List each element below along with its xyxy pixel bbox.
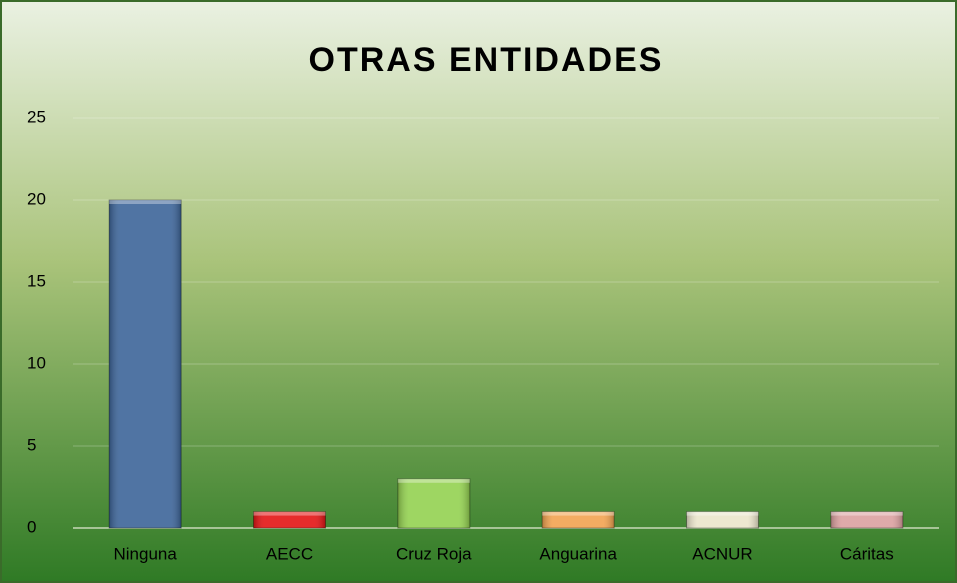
x-tick-label: Ninguna — [114, 544, 178, 563]
bar-top — [686, 511, 759, 516]
y-tick-label: 25 — [27, 107, 46, 126]
bar-shine — [830, 511, 903, 528]
bar-shine — [109, 200, 182, 528]
bar-top — [830, 511, 903, 516]
x-tick-label: ACNUR — [692, 544, 752, 563]
bar-top — [397, 478, 470, 483]
y-tick-label: 0 — [27, 517, 36, 536]
bar-shine — [542, 511, 615, 528]
x-tick-label: AECC — [266, 544, 313, 563]
y-tick-label: 10 — [27, 353, 46, 372]
bar-shine — [397, 478, 470, 528]
x-tick-label: Anguarina — [539, 544, 617, 563]
x-tick-label: Cruz Roja — [396, 544, 472, 563]
bar-shine — [253, 511, 326, 528]
y-tick-label: 5 — [27, 435, 36, 454]
bar-shine — [686, 511, 759, 528]
bar-top — [109, 200, 182, 204]
bar-top — [542, 511, 615, 516]
y-tick-label: 20 — [27, 189, 46, 208]
x-tick-label: Cáritas — [840, 544, 894, 563]
chart-title: OTRAS ENTIDADES — [309, 41, 664, 79]
bar-top — [253, 511, 326, 516]
y-tick-label: 15 — [27, 271, 46, 290]
